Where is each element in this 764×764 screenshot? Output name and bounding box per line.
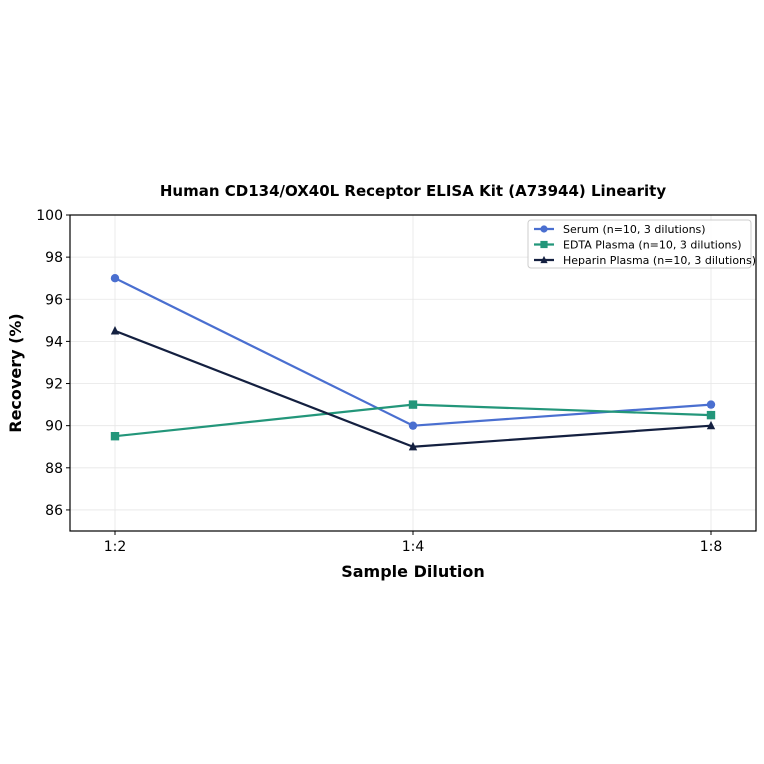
x-tick-label: 1:8: [700, 539, 723, 555]
x-ticks: 1:2 1:4 1:8: [104, 531, 723, 555]
data-point: [110, 326, 120, 335]
y-tick-label: 94: [45, 334, 63, 350]
data-point: [110, 274, 120, 283]
data-point: [706, 410, 716, 420]
data-point: [540, 255, 548, 264]
legend-label: Serum (n=10, 3 dilutions): [563, 223, 706, 236]
y-tick-label: 88: [45, 461, 63, 477]
x-tick-label: 1:2: [104, 539, 127, 555]
data-point: [706, 400, 716, 409]
series-layer: [110, 274, 716, 451]
x-axis-label: Sample Dilution: [341, 562, 485, 581]
x-tick-label: 1:4: [402, 539, 425, 555]
data-point: [540, 225, 548, 233]
y-tick-label: 86: [45, 503, 63, 519]
y-ticks: 86 88 90 92 94 96 98 100: [36, 208, 70, 519]
chart-title: Human CD134/OX40L Receptor ELISA Kit (A7…: [160, 182, 666, 200]
legend-label: EDTA Plasma (n=10, 3 dilutions): [563, 239, 742, 252]
legend: Serum (n=10, 3 dilutions) EDTA Plasma (n=…: [527, 219, 756, 269]
data-point: [706, 420, 716, 430]
legend-item: EDTA Plasma (n=10, 3 dilutions): [534, 239, 742, 252]
data-point: [408, 441, 418, 451]
legend-label: Heparin Plasma (n=10, 3 dilutions): [563, 254, 756, 267]
series-3: [110, 326, 716, 451]
data-point: [540, 240, 548, 249]
y-axis-label: Recovery (%): [6, 313, 25, 432]
y-tick-label: 92: [45, 377, 63, 393]
y-tick-label: 100: [36, 208, 63, 224]
data-point: [408, 421, 418, 430]
data-point: [110, 432, 120, 441]
legend-box: [527, 219, 752, 269]
y-tick-label: 90: [45, 419, 63, 435]
legend-item: Serum (n=10, 3 dilutions): [534, 223, 706, 236]
y-tick-label: 98: [45, 250, 63, 266]
series-2: [110, 400, 716, 441]
legend-item: Heparin Plasma (n=10, 3 dilutions): [534, 254, 756, 267]
y-tick-label: 96: [45, 292, 63, 308]
data-point: [408, 400, 418, 409]
